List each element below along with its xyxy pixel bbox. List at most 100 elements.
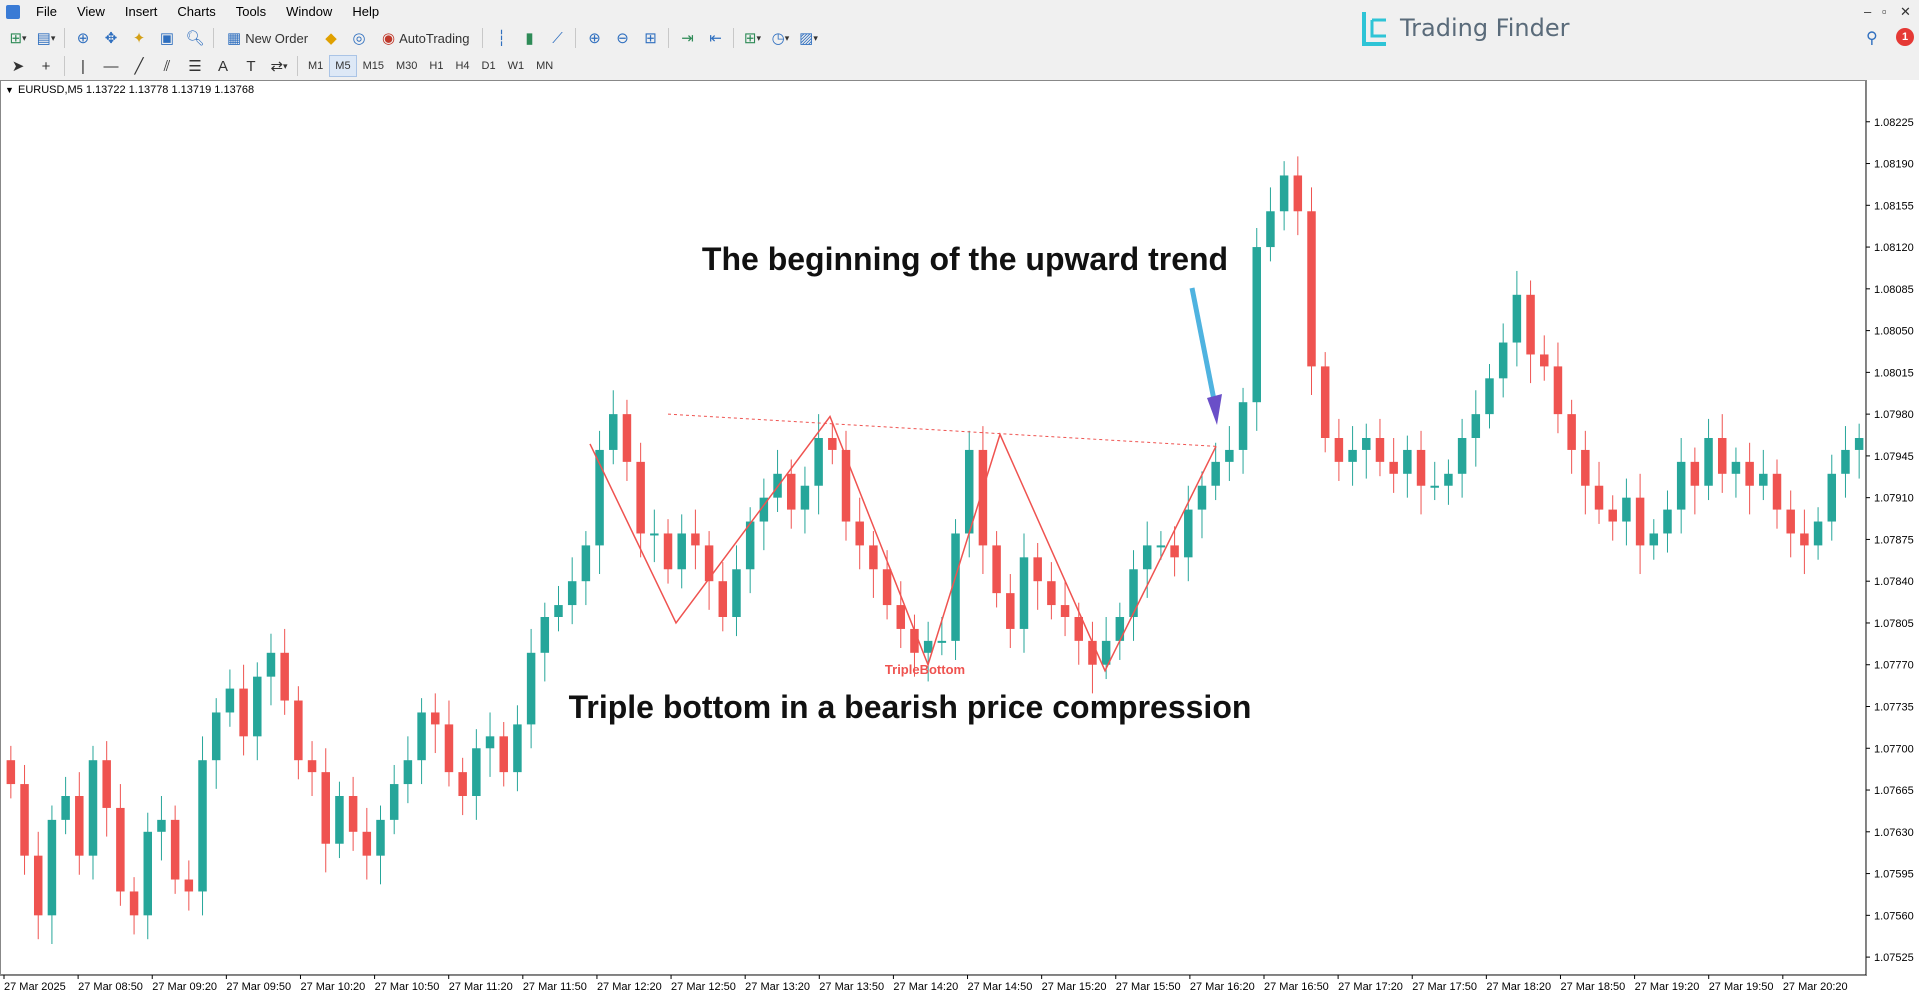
zoom-in-button[interactable]: ⊕ — [582, 26, 606, 50]
bearish-candle — [855, 521, 864, 546]
notification-badge[interactable]: 1 — [1896, 28, 1914, 46]
time-tick-label: 27 Mar 17:50 — [1412, 981, 1477, 993]
menu-help[interactable]: Help — [352, 4, 380, 19]
bar-chart-button[interactable]: ┆ — [489, 26, 513, 50]
minimize-icon[interactable]: – — [1864, 4, 1872, 19]
bullish-candle — [937, 640, 947, 643]
price-tick-label: 1.07980 — [1874, 409, 1914, 421]
auto-trading-button[interactable]: ◉ AutoTrading — [375, 26, 476, 50]
timeframe-m5[interactable]: M5 — [329, 55, 357, 77]
timeframe-m30[interactable]: M30 — [395, 60, 418, 72]
menu-window[interactable]: Window — [286, 4, 333, 19]
profiles-button[interactable]: ▤ ▾ — [36, 30, 56, 47]
line-chart-button[interactable]: ⟋ — [545, 26, 569, 50]
line-chart-icon: ⟋ — [552, 29, 563, 47]
menu-view[interactable]: View — [76, 4, 105, 19]
bearish-candle — [1540, 354, 1549, 367]
toolbar-separator — [64, 56, 65, 76]
chart-header: EURUSD,M5 1.13722 1.13778 1.13719 1.1376… — [18, 84, 254, 96]
bearish-candle — [1416, 449, 1426, 486]
bullish-candle — [951, 533, 960, 641]
search-icon[interactable]: ⚲ — [1866, 30, 1878, 47]
bullish-candle — [1498, 342, 1508, 379]
crosshair-button[interactable]: + — [34, 54, 58, 78]
time-tick-label: 27 Mar 12:20 — [597, 981, 662, 993]
cursor-button[interactable]: ➤ — [6, 54, 30, 78]
new-order-button[interactable]: ▦ New Order — [220, 26, 315, 50]
menu-tools[interactable]: Tools — [235, 4, 267, 19]
bearish-candle — [1389, 461, 1398, 474]
periods-button[interactable]: ◷ ▾ — [771, 30, 790, 47]
strategy-tester-button[interactable]: 🔍︎ — [183, 26, 207, 50]
bearish-candle — [1375, 438, 1385, 462]
trend-arrow-shaft — [1189, 287, 1218, 406]
menu-file[interactable]: File — [36, 4, 57, 19]
close-icon[interactable]: ✕ — [1900, 4, 1911, 19]
time-tick-label: 27 Mar 15:20 — [1042, 981, 1107, 993]
fibonacci-button[interactable]: ☰ — [183, 54, 207, 78]
price-tick-label: 1.07595 — [1874, 869, 1914, 881]
time-tick-label: 27 Mar 15:50 — [1116, 981, 1181, 993]
timeframe-w1[interactable]: W1 — [507, 60, 525, 72]
terminal-button[interactable]: ▣ — [155, 26, 179, 50]
bearish-candle — [691, 533, 700, 546]
menu-charts[interactable]: Charts — [177, 4, 216, 19]
price-chart[interactable]: 1.08225 1.08190 1.08155 1.08120 1.08085 1.080… — [0, 80, 1919, 996]
timeframe-m15[interactable]: M15 — [362, 60, 384, 72]
bearish-candle — [362, 831, 372, 856]
chart-shift-button[interactable]: ⇤ — [703, 26, 727, 50]
text-label-button[interactable]: T — [239, 54, 263, 78]
bullish-candle — [581, 545, 591, 582]
shapes-button[interactable]: ⇄ ▾ — [270, 58, 288, 75]
time-tick-label: 27 Mar 19:50 — [1709, 981, 1774, 993]
auto-trading-label: AutoTrading — [399, 30, 470, 46]
bearish-candle — [1526, 294, 1535, 355]
bullish-candle — [1759, 473, 1768, 486]
bearish-candle — [1553, 366, 1563, 415]
axes-layer: 1.08225 1.08190 1.08155 1.08120 1.08085 1.080… — [0, 80, 1914, 993]
app-icon — [6, 5, 20, 19]
indicators-button[interactable]: ⊞ ▾ — [743, 30, 762, 47]
metaeditor-button[interactable]: ◆ — [319, 26, 343, 50]
auto-scroll-button[interactable]: ⇥ — [675, 26, 699, 50]
bullish-candle — [1156, 545, 1166, 548]
bearish-candle — [1745, 461, 1754, 486]
bullish-candle — [389, 784, 399, 820]
time-tick-label: 27 Mar 16:20 — [1190, 981, 1255, 993]
new-chart-button[interactable]: ⊞ ▾ — [9, 30, 27, 47]
price-tick-label: 1.07945 — [1874, 451, 1914, 463]
candlestick-button[interactable]: ▮ — [517, 26, 541, 50]
menu-insert[interactable]: Insert — [124, 4, 158, 19]
timeframe-mn[interactable]: MN — [536, 60, 554, 72]
bullish-candle — [513, 724, 522, 773]
bullish-candle — [650, 533, 659, 536]
bearish-candle — [1320, 366, 1330, 438]
toolbar-separator — [575, 28, 577, 48]
bearish-candle — [1717, 438, 1727, 474]
timeframe-h4[interactable]: H4 — [455, 60, 470, 72]
time-tick-label: 27 Mar 08:50 — [78, 981, 143, 993]
tile-windows-button[interactable]: ⊞ — [638, 26, 662, 50]
horizontal-line-button[interactable]: — — [99, 54, 123, 78]
text-button[interactable]: A — [211, 54, 235, 78]
timeframe-m1[interactable]: M1 — [308, 60, 324, 72]
timeframe-h1[interactable]: H1 — [429, 60, 444, 72]
text-icon: A — [217, 57, 228, 75]
trading-finder-logo-icon — [1362, 12, 1386, 46]
bearish-candle — [841, 449, 851, 522]
market-watch-button[interactable]: ⊕ — [71, 26, 95, 50]
timeframe-d1[interactable]: D1 — [481, 60, 496, 72]
data-window-button[interactable]: ✥ — [99, 26, 123, 50]
bullish-candle — [157, 819, 166, 832]
templates-button[interactable]: ▨ ▾ — [799, 30, 818, 47]
price-tick-label: 1.07560 — [1874, 910, 1914, 922]
channel-button[interactable]: ⫽ — [155, 54, 179, 78]
vertical-line-button[interactable]: | — [71, 54, 95, 78]
restore-icon[interactable]: ▫ — [1882, 4, 1887, 19]
chart-window[interactable]: 1.08225 1.08190 1.08155 1.08120 1.08085 1.080… — [0, 80, 1919, 996]
time-tick-label: 27 Mar 2025 — [4, 981, 66, 993]
trendline-button[interactable]: ╱ — [127, 54, 151, 78]
signals-button[interactable]: ◎ — [347, 26, 371, 50]
navigator-button[interactable]: ✦ — [127, 26, 151, 50]
zoom-out-button[interactable]: ⊖ — [610, 26, 634, 50]
